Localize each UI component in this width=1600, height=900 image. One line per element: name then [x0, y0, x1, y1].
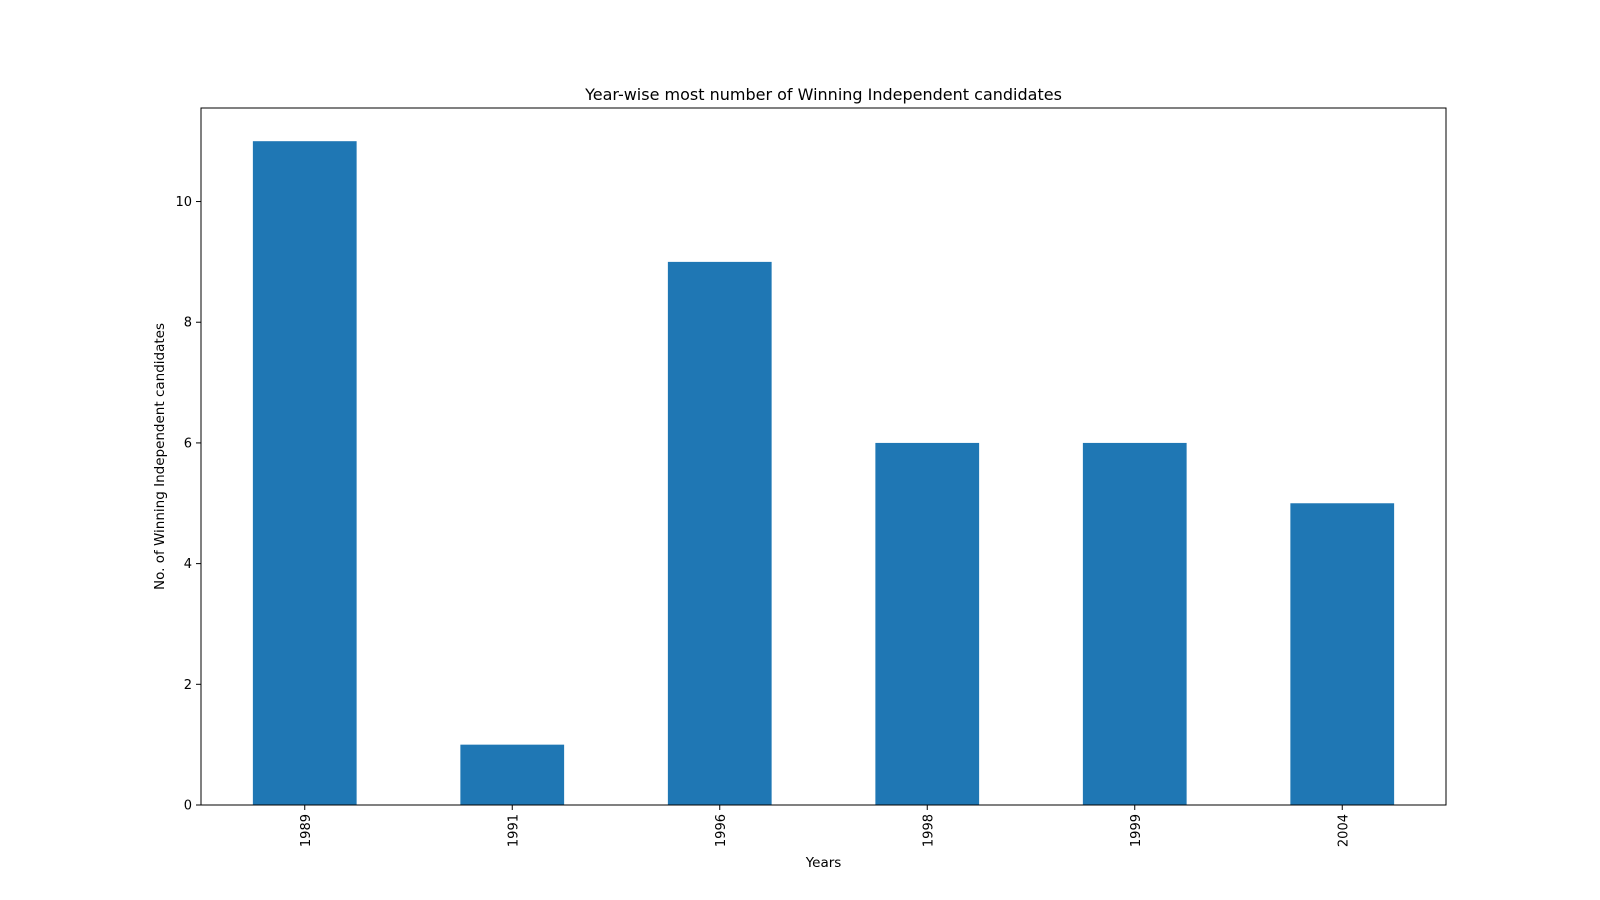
- bar-1991: [460, 744, 565, 805]
- bar-1998: [875, 442, 980, 805]
- bar-1999: [1082, 442, 1187, 805]
- x-tick-label: 1996: [714, 814, 729, 847]
- y-tick-label: 2: [184, 678, 192, 693]
- x-tick-label: 1991: [506, 814, 521, 847]
- bar-1989: [252, 141, 357, 805]
- y-axis: 0 2 4 6 8 10: [175, 195, 201, 814]
- y-axis-title: No. of Winning Independent candidates: [152, 323, 168, 590]
- y-tick-label: 8: [184, 316, 192, 331]
- x-axis-title: Years: [805, 855, 842, 871]
- chart-title: Year-wise most number of Winning Indepen…: [584, 85, 1062, 104]
- y-tick-label: 6: [184, 436, 192, 451]
- y-tick-label: 0: [184, 799, 192, 814]
- y-tick-label: 10: [175, 195, 192, 210]
- bars-layer: [252, 141, 1395, 805]
- bar-2004: [1290, 503, 1395, 805]
- plot-frame: [200, 107, 1447, 806]
- x-tick-label: 2004: [1336, 814, 1351, 847]
- x-tick-label: 1999: [1129, 814, 1144, 847]
- x-tick-label: 1989: [299, 814, 314, 847]
- y-tick-label: 4: [184, 557, 192, 572]
- x-axis: 1989 1991 1996 1998 1999 2004: [299, 805, 1351, 847]
- x-tick-label: 1998: [921, 814, 936, 847]
- bar-1996: [667, 261, 772, 805]
